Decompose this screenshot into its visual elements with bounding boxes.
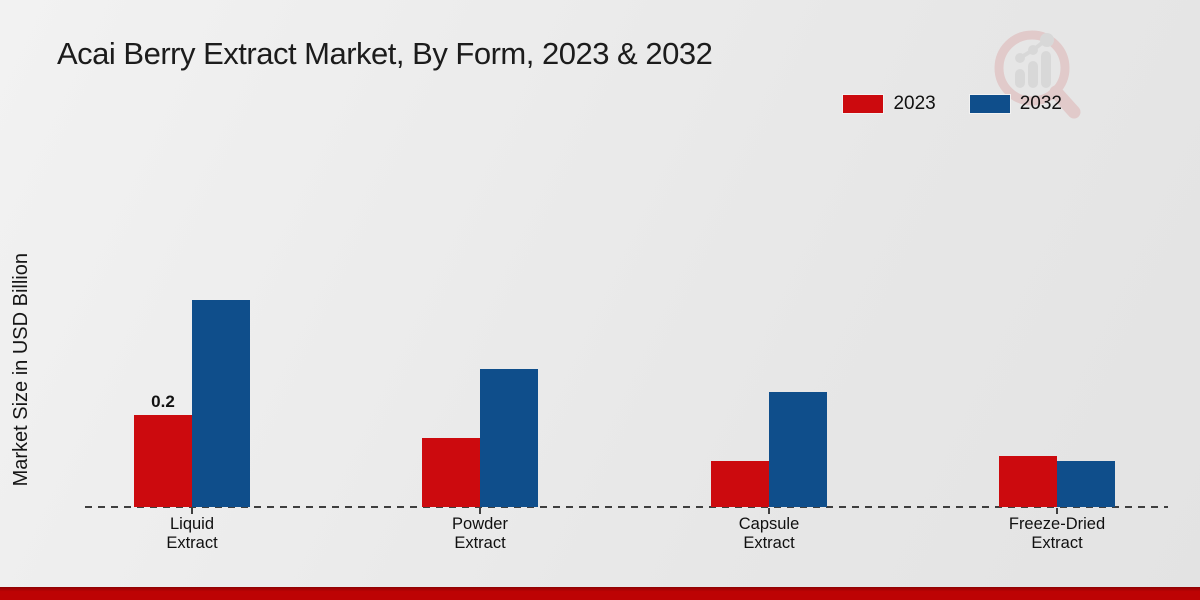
- chart-title: Acai Berry Extract Market, By Form, 2023…: [57, 36, 713, 71]
- bar-2023-liquid-extract: [134, 415, 192, 507]
- bar-2032-liquid-extract: [192, 300, 250, 507]
- bar-2023-freeze-dried-extract: [999, 456, 1057, 507]
- bar-2032-capsule-extract: [769, 392, 827, 507]
- legend-item-2023: 2023: [842, 93, 936, 115]
- legend-label: 2032: [1019, 93, 1062, 114]
- x-tick: [191, 508, 193, 514]
- x-axis-line: [85, 506, 1168, 508]
- bar-2032-freeze-dried-extract: [1057, 461, 1115, 507]
- x-category-label-liquid-extract: Liquid Extract: [166, 515, 218, 552]
- x-category-label-capsule-extract: Capsule Extract: [738, 515, 800, 552]
- bar-2023-powder-extract: [422, 438, 480, 507]
- legend: 2023 2032: [842, 93, 1062, 115]
- magnifier-barchart-watermark-icon: [994, 30, 1081, 119]
- legend-swatch-2023: [842, 94, 885, 114]
- x-category-label-freeze-dried-extract: Freeze-Dried Extract: [1008, 515, 1106, 552]
- x-tick: [768, 508, 770, 514]
- legend-swatch-2032: [968, 94, 1011, 114]
- x-category-label-powder-extract: Powder Extract: [452, 515, 508, 552]
- bar-2032-powder-extract: [480, 369, 538, 507]
- legend-item-2032: 2032: [968, 93, 1062, 115]
- legend-label: 2023: [893, 93, 936, 114]
- x-tick: [479, 508, 481, 514]
- bar-value-label: 0.2: [151, 392, 175, 411]
- x-tick: [1056, 508, 1058, 514]
- footer-accent-bar: [0, 587, 1200, 600]
- bar-2023-capsule-extract: [711, 461, 769, 507]
